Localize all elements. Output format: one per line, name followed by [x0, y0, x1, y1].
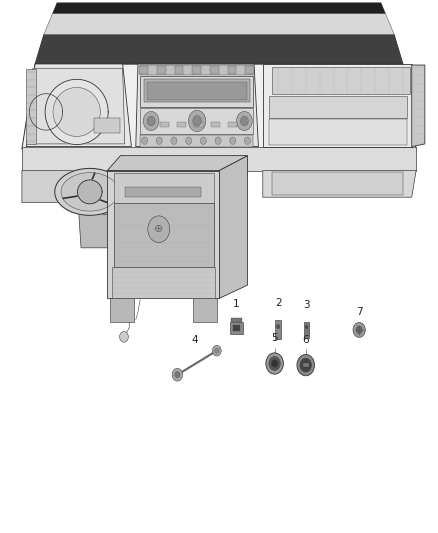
Circle shape	[141, 137, 148, 144]
Polygon shape	[211, 122, 219, 127]
Polygon shape	[55, 168, 125, 215]
Circle shape	[269, 357, 280, 370]
Polygon shape	[228, 122, 237, 127]
Polygon shape	[160, 122, 169, 127]
Circle shape	[120, 332, 128, 342]
Polygon shape	[269, 119, 407, 145]
Text: 5: 5	[271, 333, 278, 343]
Polygon shape	[157, 66, 166, 74]
Text: 2: 2	[275, 298, 282, 308]
Circle shape	[230, 137, 236, 144]
Circle shape	[237, 111, 252, 131]
Polygon shape	[78, 180, 102, 204]
Polygon shape	[61, 173, 119, 211]
Polygon shape	[29, 94, 63, 130]
Text: 1: 1	[233, 298, 240, 309]
Polygon shape	[175, 66, 184, 74]
Polygon shape	[110, 298, 134, 322]
Polygon shape	[275, 320, 281, 339]
Polygon shape	[230, 322, 243, 334]
Polygon shape	[193, 298, 217, 322]
Text: 7: 7	[356, 306, 363, 317]
Circle shape	[147, 116, 155, 126]
Polygon shape	[194, 122, 202, 127]
Text: 6: 6	[302, 335, 309, 345]
Polygon shape	[35, 35, 403, 64]
Polygon shape	[272, 67, 410, 94]
Circle shape	[172, 368, 183, 381]
Circle shape	[188, 110, 206, 132]
Polygon shape	[140, 135, 253, 147]
Polygon shape	[219, 156, 247, 298]
Polygon shape	[26, 64, 131, 147]
Circle shape	[148, 216, 170, 243]
Circle shape	[244, 137, 251, 144]
Polygon shape	[107, 171, 219, 298]
Polygon shape	[144, 79, 250, 102]
Polygon shape	[33, 68, 125, 144]
Circle shape	[353, 322, 365, 337]
Circle shape	[143, 111, 159, 131]
Polygon shape	[112, 266, 215, 298]
Circle shape	[215, 348, 219, 353]
Polygon shape	[263, 171, 416, 197]
Polygon shape	[53, 3, 385, 13]
Polygon shape	[177, 122, 186, 127]
Polygon shape	[147, 82, 247, 100]
Circle shape	[297, 354, 314, 376]
Polygon shape	[94, 118, 120, 133]
Polygon shape	[44, 13, 394, 35]
Polygon shape	[125, 187, 201, 197]
Circle shape	[356, 326, 362, 334]
Circle shape	[272, 360, 277, 367]
Polygon shape	[79, 214, 112, 248]
Circle shape	[240, 116, 248, 126]
Polygon shape	[114, 203, 214, 266]
Circle shape	[186, 137, 192, 144]
Polygon shape	[26, 69, 36, 144]
Text: 4: 4	[191, 335, 198, 345]
Polygon shape	[22, 147, 416, 171]
Polygon shape	[228, 66, 237, 74]
Polygon shape	[140, 76, 253, 107]
Polygon shape	[139, 66, 148, 74]
Circle shape	[215, 137, 221, 144]
Polygon shape	[140, 65, 253, 75]
Polygon shape	[114, 173, 214, 203]
Polygon shape	[74, 171, 116, 216]
Polygon shape	[303, 363, 309, 367]
Polygon shape	[22, 64, 416, 149]
Polygon shape	[140, 108, 253, 134]
Polygon shape	[412, 65, 425, 147]
Polygon shape	[53, 87, 100, 136]
Circle shape	[171, 137, 177, 144]
Circle shape	[305, 326, 308, 329]
Circle shape	[276, 325, 280, 329]
Circle shape	[300, 358, 311, 372]
Polygon shape	[210, 66, 219, 74]
Polygon shape	[269, 96, 407, 118]
Polygon shape	[231, 318, 242, 322]
Text: ⊕: ⊕	[154, 224, 163, 234]
Polygon shape	[245, 66, 254, 74]
Circle shape	[175, 372, 180, 378]
Polygon shape	[263, 64, 412, 147]
Polygon shape	[233, 325, 240, 331]
Polygon shape	[22, 171, 123, 203]
Polygon shape	[136, 64, 258, 147]
Circle shape	[156, 137, 162, 144]
Polygon shape	[45, 79, 108, 144]
Circle shape	[266, 353, 283, 374]
Circle shape	[200, 137, 206, 144]
Text: 3: 3	[303, 300, 310, 310]
Polygon shape	[192, 66, 201, 74]
Circle shape	[212, 345, 221, 356]
Polygon shape	[304, 322, 309, 338]
Circle shape	[193, 116, 201, 126]
Polygon shape	[272, 172, 403, 195]
Polygon shape	[107, 156, 247, 171]
